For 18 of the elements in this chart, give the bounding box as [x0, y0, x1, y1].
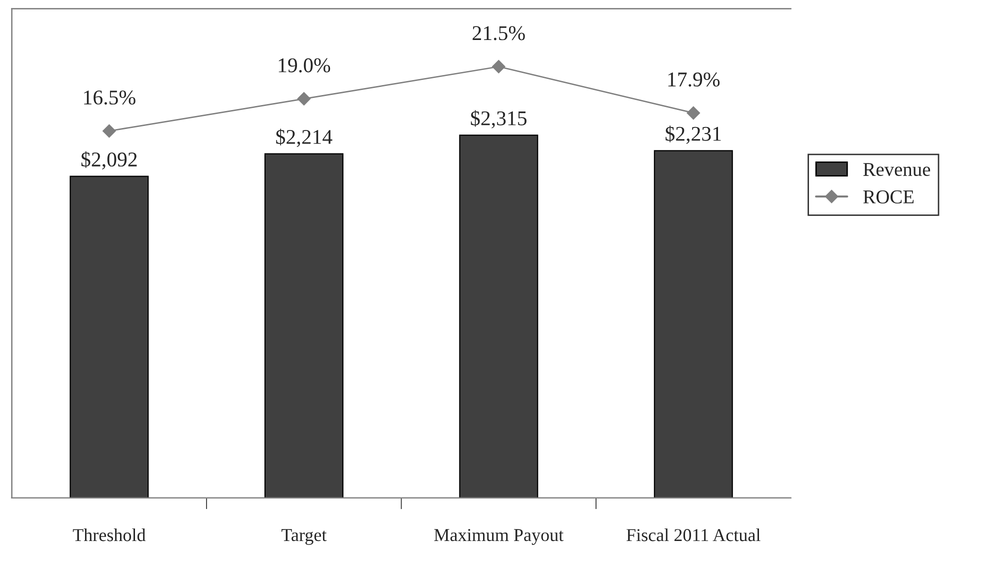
point	[492, 60, 506, 74]
point	[102, 124, 116, 138]
data-label: $2,214	[276, 128, 332, 148]
x-tick-label: Maximum Payout	[434, 529, 564, 545]
data-label: $2,231	[666, 126, 721, 144]
x-tick-label: Fiscal 2011 Actual	[626, 528, 760, 542]
point	[297, 92, 311, 106]
data-label: $2,315	[470, 110, 526, 128]
legend-label: Revenue	[863, 163, 930, 176]
data-label: 19.0%	[278, 58, 330, 72]
x-tick-label: Target	[281, 529, 327, 545]
point	[686, 106, 700, 120]
data-label: 21.5%	[472, 26, 525, 40]
legend-label: ROCE	[863, 190, 914, 204]
data-label: $2,092	[81, 151, 137, 170]
data-label: 16.5%	[84, 90, 136, 105]
data-label: 17.9%	[668, 72, 720, 87]
x-tick-label: Threshold	[72, 528, 146, 542]
